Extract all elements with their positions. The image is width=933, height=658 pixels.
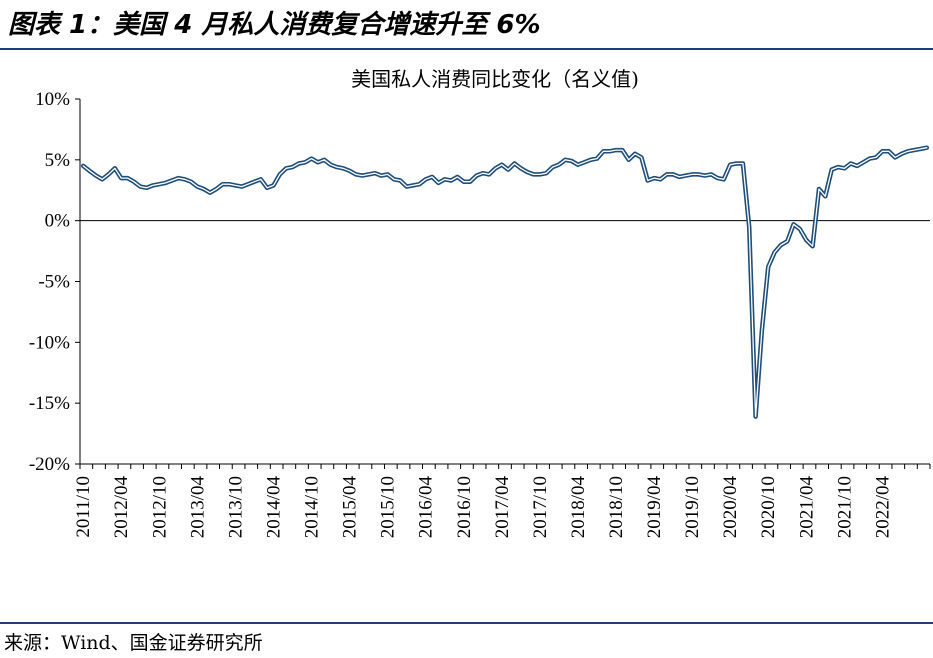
x-tick-label: 2014/10: [302, 476, 323, 538]
x-tick-label: 2019/04: [644, 476, 665, 539]
series-line-highlight: [82, 147, 928, 418]
chart-title: 美国私人消费同比变化（名义值): [351, 67, 639, 91]
x-tick-label: 2014/04: [263, 476, 284, 539]
x-tick-label: 2022/04: [872, 476, 893, 539]
x-tick-label: 2020/10: [758, 476, 779, 538]
x-tick-label: 2017/04: [492, 476, 513, 539]
x-tick-label: 2012/04: [111, 476, 132, 539]
bottom-rule: [0, 622, 933, 624]
x-tick-label: 2016/04: [416, 476, 437, 539]
x-tick-label: 2021/10: [834, 476, 855, 538]
y-tick-label: -15%: [29, 393, 70, 414]
y-tick-label: -5%: [38, 272, 70, 293]
chart-series: [80, 145, 930, 419]
y-tick-label: -20%: [29, 454, 70, 475]
x-tick-label: 2011/10: [73, 476, 94, 538]
x-tick-label: 2018/04: [568, 476, 589, 539]
y-tick-label: -10%: [29, 332, 70, 353]
y-tick-label: 5%: [45, 150, 71, 171]
x-tick-label: 2017/10: [530, 476, 551, 538]
x-tick-label: 2016/10: [454, 476, 475, 538]
chart-axes: [79, 99, 930, 465]
x-tick-label: 2013/04: [187, 476, 208, 539]
x-tick-label: 2021/04: [796, 476, 817, 539]
y-tick-label: 10%: [35, 89, 70, 110]
x-tick-label: 2012/10: [149, 476, 170, 538]
series-line: [80, 145, 930, 419]
title-rule: [0, 48, 933, 50]
x-axis-ticks: 2011/10 2012/04 2012/10 2013/04 2013/10 2014/…: [73, 464, 931, 539]
x-tick-label: 2015/10: [378, 476, 399, 538]
figure-title: 图表 1：美国 4 月私人消费复合增速升至 6%: [8, 10, 541, 40]
y-tick-label: 0%: [45, 211, 71, 232]
line-chart: 美国私人消费同比变化（名义值) 10% 5% 0% -5% -10% -15% -20% 2…: [29, 67, 931, 539]
x-tick-label: 2020/04: [720, 476, 741, 539]
x-tick-label: 2013/10: [225, 476, 246, 538]
x-tick-label: 2018/10: [606, 476, 627, 538]
source-note: 来源：Wind、国金证券研究所: [4, 632, 263, 654]
x-tick-label: 2015/04: [340, 476, 361, 539]
y-axis-ticks: 10% 5% 0% -5% -10% -15% -20%: [29, 89, 80, 475]
x-tick-label: 2019/10: [682, 476, 703, 538]
